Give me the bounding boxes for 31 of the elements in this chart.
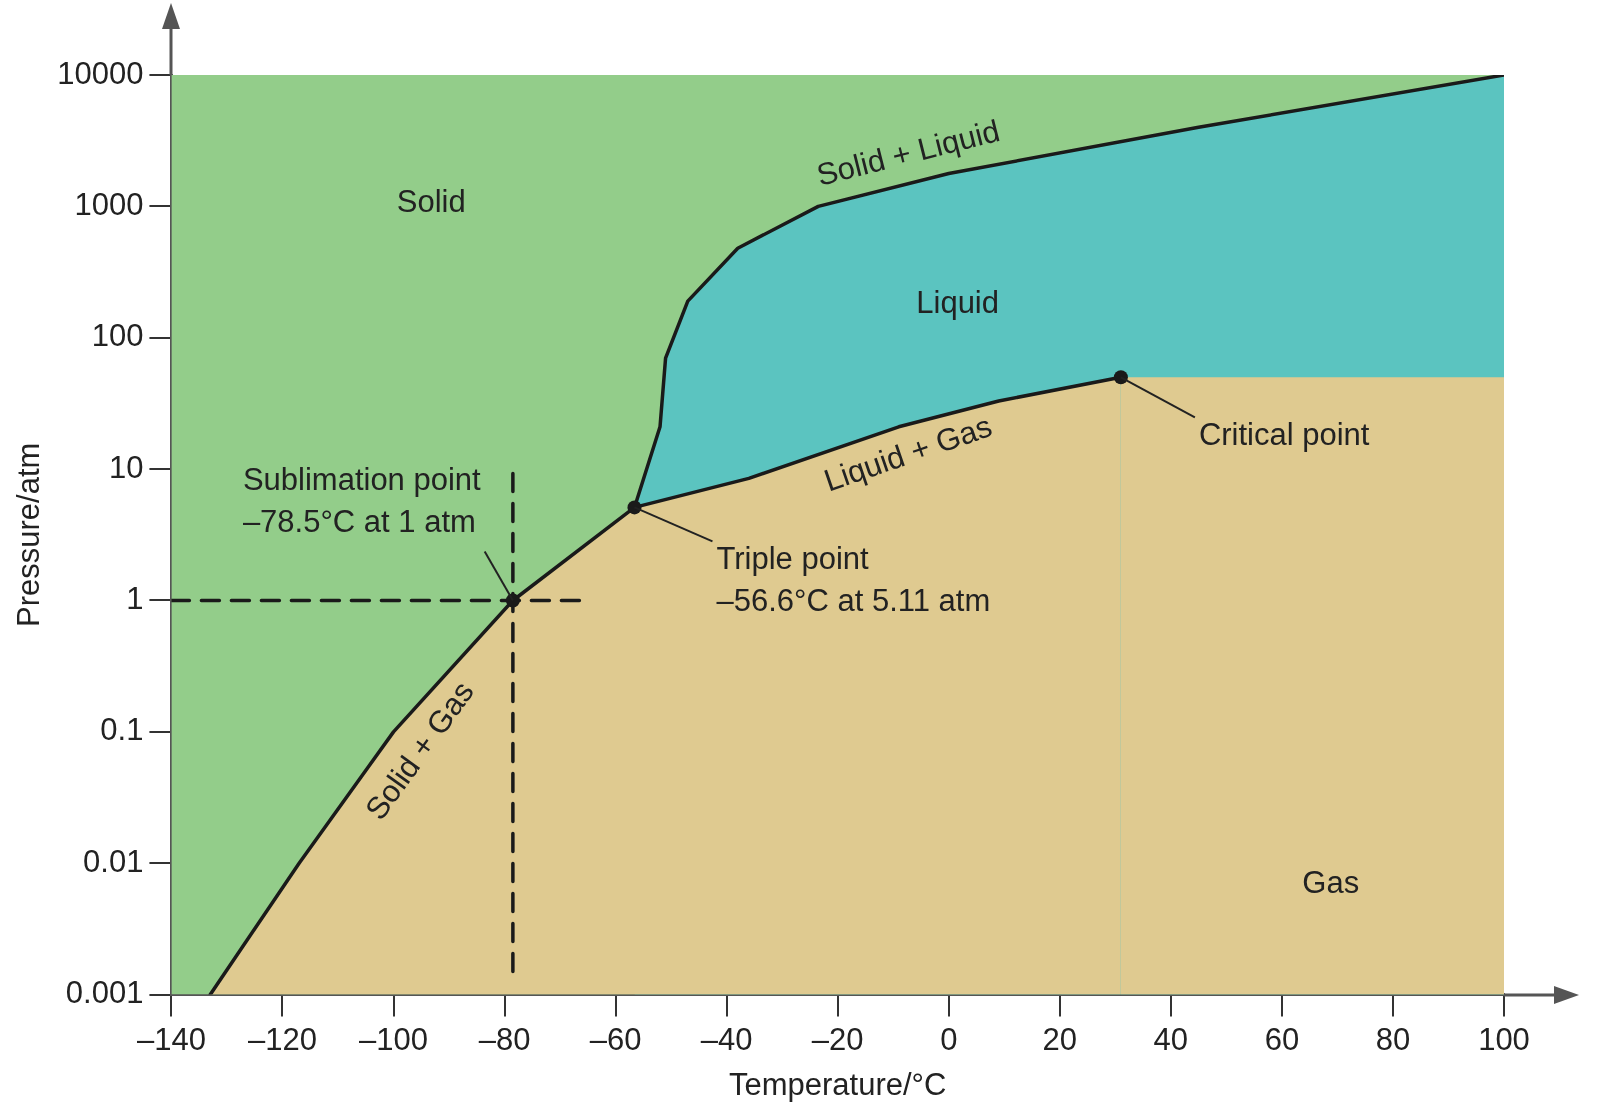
x-tick-label: 80 bbox=[1375, 1021, 1411, 1057]
x-tick-label: –80 bbox=[478, 1021, 531, 1057]
annotation: Solid + Liquid bbox=[813, 113, 1004, 193]
y-tick-label: 10000 bbox=[57, 55, 144, 91]
annotation: Liquid + Gas bbox=[819, 408, 997, 499]
x-axis-title: Temperature/°C bbox=[728, 1066, 947, 1102]
y-axis-title: Pressure/atm bbox=[11, 442, 47, 627]
x-tick-label: –140 bbox=[136, 1021, 206, 1057]
x-tick-label: 20 bbox=[1042, 1021, 1078, 1057]
annotation: Triple point –56.6°C at 5.11 atm bbox=[716, 541, 991, 619]
x-tick-label: –40 bbox=[700, 1021, 753, 1057]
annotation: Solid bbox=[396, 184, 466, 220]
y-tick-label: 0.1 bbox=[100, 712, 144, 748]
x-tick-label: 0 bbox=[940, 1021, 958, 1057]
y-tick-label: 0.01 bbox=[83, 843, 144, 879]
x-tick-label: –60 bbox=[589, 1021, 642, 1057]
y-tick-label: 1 bbox=[126, 581, 144, 617]
x-tick-label: –120 bbox=[247, 1021, 317, 1057]
x-tick-label: 60 bbox=[1264, 1021, 1300, 1057]
annotation: Sublimation point –78.5°C at 1 atm bbox=[242, 461, 482, 539]
y-tick-label: 0.001 bbox=[65, 975, 144, 1011]
x-tick-label: –100 bbox=[359, 1021, 428, 1057]
y-tick-label: 1000 bbox=[74, 186, 144, 222]
annotation: Gas bbox=[1302, 864, 1360, 900]
annotation: Critical point bbox=[1198, 417, 1370, 453]
x-tick-label: –20 bbox=[811, 1021, 864, 1057]
x-tick-label: 100 bbox=[1478, 1021, 1530, 1057]
annotation: Liquid bbox=[916, 285, 1000, 321]
y-tick-label: 100 bbox=[91, 318, 144, 354]
x-tick-label: 40 bbox=[1153, 1021, 1189, 1057]
y-tick-label: 10 bbox=[108, 449, 144, 485]
